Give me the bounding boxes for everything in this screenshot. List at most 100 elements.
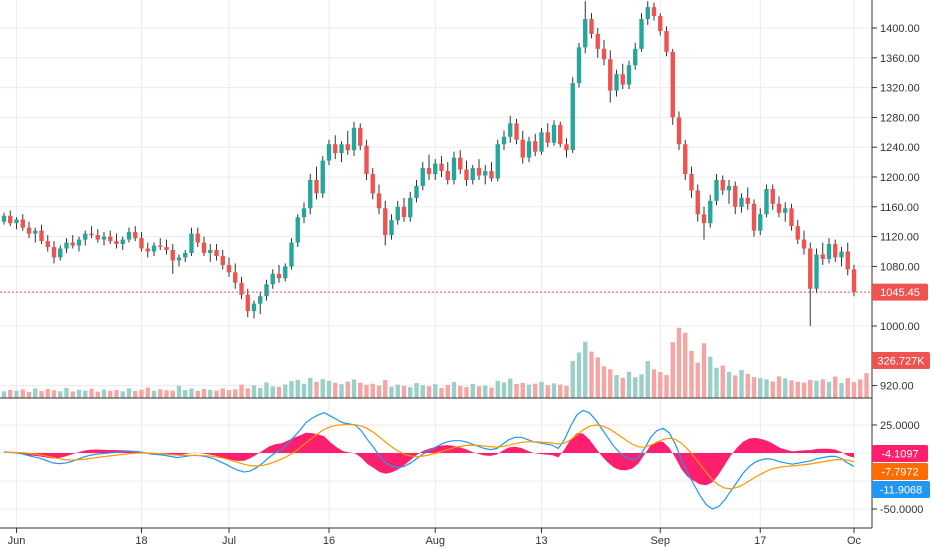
candle-body [808,248,813,289]
macd-axis[interactable]: 25.0000 -50.0000 [872,420,923,516]
candle-body [220,255,225,265]
price-axis[interactable]: 1400.00 1360.00 1320.00 1280.00 1240.00 1200.… [872,23,920,393]
candle-body [601,48,607,60]
candle-body [576,47,582,84]
candle-body [8,215,13,224]
volume-bar [826,381,832,398]
volume-bar [101,389,107,398]
candle [151,242,157,256]
candle-body [301,208,307,218]
candle [489,162,494,182]
volume-bar [495,380,500,398]
volume-bar [751,377,757,398]
time-axis[interactable]: Jun 18 Jul 16 Aug 13 Sep 17 Oc [8,528,862,547]
candle-body [476,168,482,176]
candle-body [345,144,350,151]
volume-bar [20,389,25,398]
volume-bar [45,389,50,398]
volume-bar [139,389,144,398]
candle [401,197,407,222]
candle [339,141,344,163]
volume-bar [664,374,669,398]
candle-body [539,132,544,152]
candle [258,291,263,315]
volume-bar [320,379,325,398]
candle [283,263,288,282]
candle [733,181,738,215]
time-tick-label: Jul [222,535,236,547]
candle [239,276,244,300]
candle [539,127,544,155]
volume-bar [551,383,557,398]
candle-body [126,232,132,240]
candle [845,242,850,276]
candle [726,179,732,204]
volume-bar [764,379,769,398]
candle-body [608,59,613,91]
candle-body [745,197,750,204]
candle [89,226,94,239]
volume-bar [214,390,219,398]
volume-bar [358,382,363,398]
volume-bar [389,386,394,398]
candle [783,202,788,222]
candle-body [801,239,807,249]
candle [133,226,138,242]
volume-bar [464,387,469,398]
candle-body [783,208,788,213]
candle-body [51,247,57,258]
candle [839,247,844,267]
candle [620,63,625,90]
candle [833,239,838,262]
candle-body [570,83,575,151]
volume-bar [245,388,250,398]
candle-body [151,245,157,252]
volume-bar [395,384,400,398]
price-tick-label: 1320.00 [880,83,920,95]
candle [414,179,419,203]
candle [364,139,369,180]
volume-bar [145,387,150,398]
candle-body [464,169,469,180]
candle [39,224,44,245]
candle [720,175,725,195]
volume-bar [651,369,657,398]
candle-body [14,219,19,224]
candle-body [145,248,150,252]
candle-body [439,163,444,172]
time-tick-label: Aug [425,535,445,547]
candle [345,130,350,155]
candle [789,203,794,231]
candle [501,130,507,151]
volume-bar [251,385,257,398]
volume-bar [295,380,300,398]
candle-body [645,7,650,20]
volume-bar [414,383,419,398]
volume-bar [95,391,100,398]
price-tick-label: 1280.00 [880,112,920,124]
volume-bar [301,383,307,398]
signal-badge: -7.7972 [872,463,928,480]
volume-bar [839,383,844,398]
volume-bar [126,388,132,398]
volume-bar [270,386,275,398]
volume-bar [83,390,88,398]
candle [233,263,238,289]
candle [58,245,63,261]
candle-body [614,74,619,91]
volume-bar [151,390,157,398]
volume-bar [520,382,525,398]
candle-body [839,251,844,258]
candle [701,206,707,240]
candle-body [845,251,850,270]
volume-bar [333,382,338,398]
candle [764,184,769,218]
candle [176,254,182,267]
volume-bar [714,367,719,398]
candle [251,300,257,319]
volume-bar [545,385,550,398]
signal-value-label: -7.7972 [881,467,918,479]
candle-body [195,233,200,243]
candle [751,199,757,237]
